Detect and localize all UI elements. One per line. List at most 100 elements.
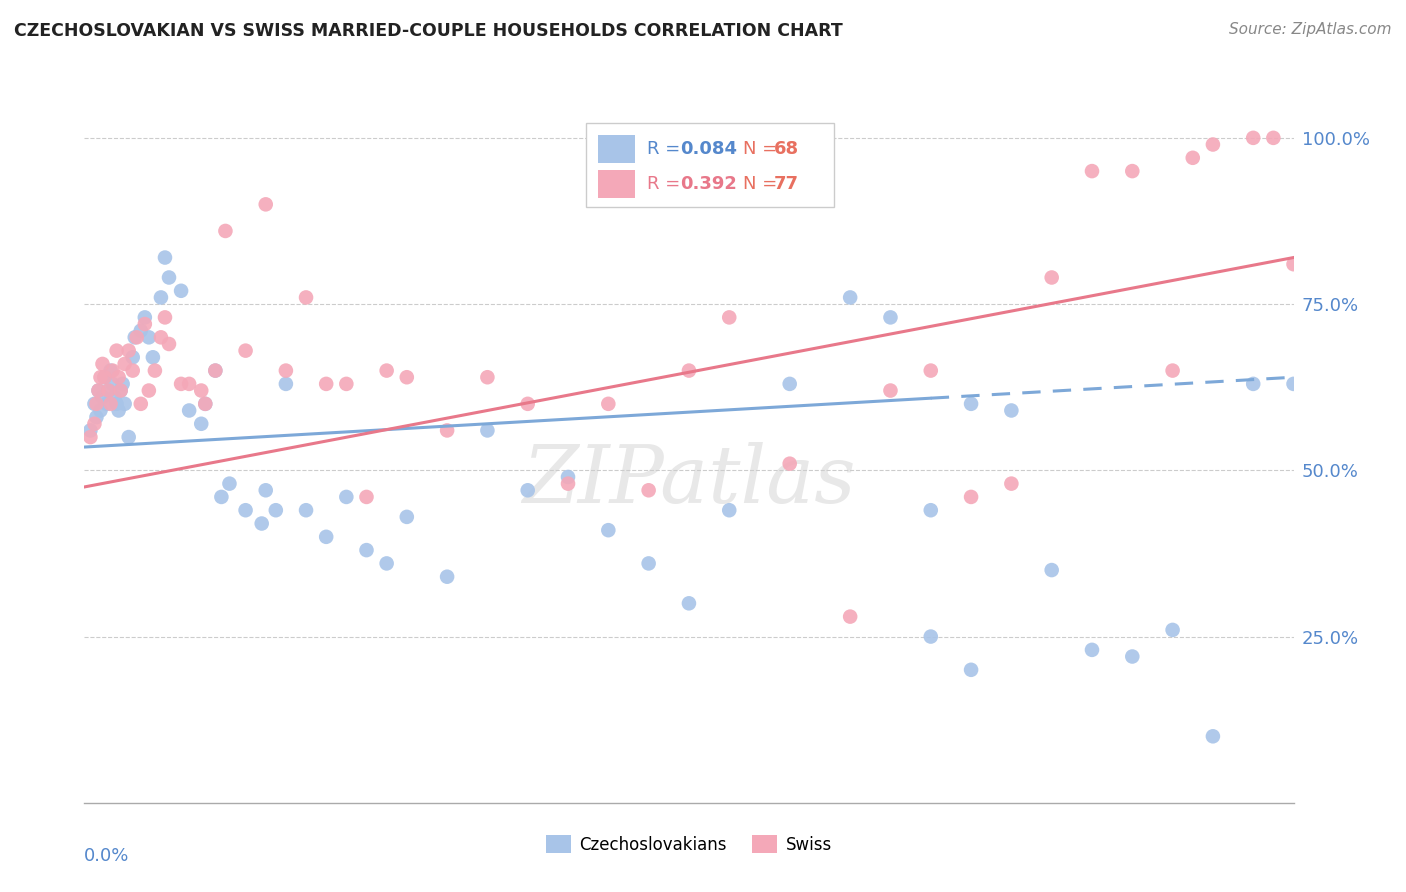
Point (557, 470, 579, 484)
Point (1161, 623, 1184, 637)
Point (170, 284, 193, 298)
Text: Source: ZipAtlas.com: Source: ZipAtlas.com (1229, 22, 1392, 37)
Point (89, 370, 111, 384)
Point (235, 503, 257, 517)
Point (149, 330, 172, 344)
Point (395, 370, 418, 384)
Point (134, 317, 156, 331)
Text: N =: N = (744, 140, 778, 158)
Point (97, 384, 120, 398)
Point (110, 384, 132, 398)
Point (477, 424, 499, 438)
Point (1121, 649, 1143, 664)
Point (356, 490, 378, 504)
Point (375, 557, 398, 571)
Text: 0.392: 0.392 (681, 175, 737, 193)
Point (87, 384, 110, 398)
Point (101, 376, 124, 391)
FancyBboxPatch shape (586, 122, 834, 207)
Text: R =: R = (647, 140, 681, 158)
Point (101, 363, 124, 377)
Point (295, 503, 318, 517)
Point (375, 363, 398, 377)
Point (157, 337, 180, 351)
Point (1263, 131, 1285, 145)
Bar (599, 135, 634, 163)
Point (91, 390, 114, 404)
Point (1000, 476, 1022, 491)
Point (1040, 563, 1063, 577)
Point (209, 490, 232, 504)
Point (1161, 363, 1184, 377)
Point (516, 397, 538, 411)
Point (335, 490, 357, 504)
Point (121, 363, 143, 377)
Point (295, 290, 318, 304)
Point (96, 397, 118, 411)
Point (83, 397, 105, 411)
Point (129, 324, 152, 338)
Text: 68: 68 (773, 140, 799, 158)
Point (598, 523, 620, 537)
Point (1081, 643, 1104, 657)
Text: 0.084: 0.084 (681, 140, 738, 158)
Point (779, 376, 801, 391)
Point (100, 363, 122, 377)
Text: CZECHOSLOVAKIAN VS SWISS MARRIED-COUPLE HOUSEHOLDS CORRELATION CHART: CZECHOSLOVAKIAN VS SWISS MARRIED-COUPLE … (14, 22, 842, 40)
Point (960, 663, 983, 677)
Point (1000, 403, 1022, 417)
Point (436, 570, 458, 584)
Text: 77: 77 (773, 175, 799, 193)
Point (93, 370, 115, 384)
Point (1181, 151, 1204, 165)
Point (960, 490, 983, 504)
Point (516, 483, 538, 498)
Point (920, 630, 942, 644)
Point (395, 509, 418, 524)
Point (264, 503, 287, 517)
Point (86, 397, 108, 411)
Point (1241, 376, 1264, 391)
Point (218, 476, 240, 491)
Bar (599, 170, 634, 198)
Point (111, 376, 134, 391)
Point (839, 609, 862, 624)
Point (79, 430, 101, 444)
Point (879, 310, 901, 325)
Point (839, 290, 862, 304)
Point (274, 363, 297, 377)
Point (477, 370, 499, 384)
Point (315, 530, 337, 544)
Point (637, 483, 659, 498)
Text: ZIPatlas: ZIPatlas (522, 442, 856, 520)
Point (1282, 376, 1305, 391)
Point (153, 310, 176, 325)
Point (678, 363, 700, 377)
Point (91, 357, 114, 371)
Point (118, 430, 141, 444)
Point (107, 403, 129, 417)
Point (315, 376, 337, 391)
Point (194, 397, 217, 411)
Point (124, 330, 146, 344)
Text: N =: N = (744, 175, 778, 193)
Point (134, 310, 156, 325)
Point (143, 363, 166, 377)
Point (920, 363, 942, 377)
Point (254, 483, 277, 498)
Legend: Czechoslovakians, Swiss: Czechoslovakians, Swiss (540, 829, 838, 860)
Point (118, 343, 141, 358)
Point (87, 384, 110, 398)
Point (1202, 729, 1225, 743)
Point (107, 370, 129, 384)
Point (718, 310, 741, 325)
Point (214, 224, 236, 238)
Point (274, 376, 297, 391)
Point (1081, 164, 1104, 178)
Point (190, 417, 212, 431)
Point (1202, 137, 1225, 152)
Point (153, 251, 176, 265)
Point (89, 403, 111, 417)
Point (129, 397, 152, 411)
Point (97, 384, 120, 398)
